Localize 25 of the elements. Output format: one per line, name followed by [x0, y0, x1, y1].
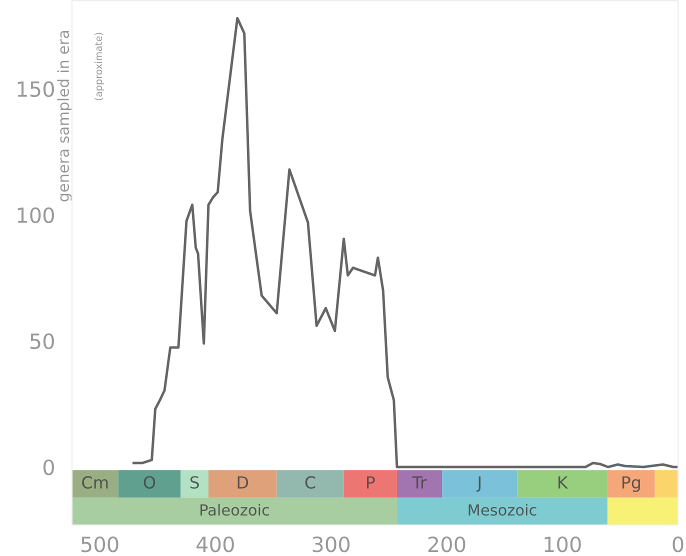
x-tick-label: 300: [312, 536, 350, 552]
x-tick-label: 200: [428, 536, 466, 552]
y-tick-label: 100: [18, 207, 54, 224]
band-label: J: [476, 476, 480, 492]
x-tick-label: 100: [544, 536, 581, 552]
line-series: [132, 16, 678, 468]
annotation: (approximate): [94, 32, 104, 100]
band-label: O: [144, 476, 156, 489]
y-axis-title: genera sampled in era: [57, 31, 72, 202]
band-label: P: [366, 476, 375, 488]
band-label: K: [558, 476, 568, 488]
band-label: Cm: [82, 476, 108, 489]
band-label: S: [190, 476, 199, 489]
x-tick-label: 0: [672, 536, 684, 552]
band-label: Mesozoic: [468, 504, 536, 516]
band-label: Pg: [622, 476, 640, 492]
x-tick-label: 500: [81, 536, 118, 552]
band-label: C: [305, 476, 316, 489]
y-tick-label: 150: [18, 81, 54, 98]
y-tick-label: 0: [43, 459, 54, 476]
band-label: Tr: [412, 476, 427, 488]
band-label: D: [238, 476, 248, 488]
y-tick-label: 50: [30, 333, 54, 350]
band-label: Paleozoic: [200, 504, 269, 516]
x-tick-label: 400: [196, 536, 234, 552]
